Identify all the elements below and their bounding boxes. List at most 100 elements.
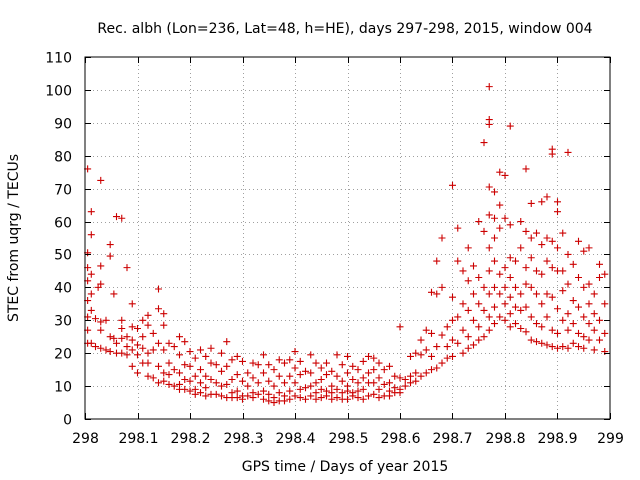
data-point — [139, 344, 147, 352]
data-point — [438, 283, 446, 291]
y-tick-label: 100 — [45, 84, 72, 100]
data-point — [286, 395, 294, 403]
data-point — [323, 392, 330, 400]
data-point — [590, 326, 598, 334]
data-point — [160, 310, 168, 318]
data-point — [218, 367, 225, 375]
data-point — [475, 300, 483, 308]
data-point — [155, 362, 162, 370]
data-point — [596, 273, 603, 281]
data-point — [601, 270, 609, 278]
data-point — [564, 250, 572, 258]
data-point — [496, 168, 504, 176]
data-point — [522, 303, 530, 311]
y-tick-label: 60 — [54, 216, 72, 232]
data-point — [517, 290, 525, 298]
data-point — [202, 384, 210, 392]
data-point — [522, 328, 530, 336]
data-point — [543, 257, 551, 265]
data-point — [118, 325, 126, 332]
data-point — [391, 372, 399, 380]
data-point — [160, 321, 168, 329]
data-point — [323, 371, 330, 379]
data-point — [165, 359, 173, 367]
data-point — [286, 372, 294, 380]
data-point — [533, 338, 540, 346]
data-point — [580, 333, 588, 341]
data-point — [291, 364, 299, 372]
data-point — [265, 361, 273, 369]
data-point — [149, 329, 157, 337]
data-point — [123, 343, 131, 351]
data-point — [291, 392, 299, 400]
data-point — [543, 290, 551, 298]
data-point — [480, 306, 488, 314]
x-tick-label: 298 — [72, 431, 99, 447]
y-tick-label: 20 — [54, 347, 72, 363]
data-point — [149, 346, 157, 354]
data-point — [564, 310, 572, 318]
y-tick-label: 0 — [63, 413, 72, 429]
data-point — [433, 343, 441, 351]
data-point — [559, 287, 567, 295]
data-point — [538, 241, 546, 249]
data-point — [443, 343, 451, 351]
data-point — [218, 392, 225, 400]
data-point — [417, 336, 425, 344]
data-point — [296, 371, 304, 379]
data-point — [270, 382, 278, 390]
data-point — [87, 231, 95, 239]
x-tick-label: 298.9 — [537, 431, 577, 447]
data-point — [517, 244, 525, 252]
data-point — [438, 359, 446, 367]
data-point — [249, 359, 257, 367]
data-point — [102, 346, 110, 354]
data-point — [407, 352, 414, 360]
data-point — [128, 362, 136, 370]
data-point — [559, 229, 567, 237]
data-point — [501, 171, 509, 179]
data-point — [485, 120, 493, 128]
x-tick-label: 298.5 — [328, 431, 368, 447]
chart-title: Rec. albh (Lon=236, Lat=48, h=HE), days … — [97, 21, 592, 37]
data-point — [475, 218, 483, 226]
data-point — [165, 380, 173, 388]
data-point — [249, 374, 257, 382]
data-point — [87, 339, 95, 347]
data-point — [527, 234, 535, 242]
data-point — [428, 366, 435, 374]
data-point — [459, 267, 467, 275]
data-point — [328, 389, 336, 397]
data-point — [554, 344, 561, 352]
x-tick-label: 298.3 — [223, 431, 263, 447]
y-tick-label: 30 — [54, 314, 72, 330]
data-point — [375, 374, 383, 382]
data-point — [260, 387, 267, 395]
data-point — [459, 300, 467, 308]
data-point — [386, 392, 393, 400]
data-point — [475, 323, 483, 331]
data-point — [575, 343, 582, 351]
data-point — [170, 382, 178, 390]
x-tick-label: 298.4 — [275, 431, 315, 447]
data-point — [233, 371, 241, 379]
data-point — [338, 377, 346, 385]
x-tick-labels: 298 298.1 298.2 298.3 298.4 298.5 298.6 298.7 29… — [72, 431, 624, 447]
x-tick-label: 298.7 — [432, 431, 472, 447]
data-point — [585, 300, 593, 308]
data-point — [244, 369, 252, 377]
data-point — [233, 352, 241, 360]
data-point — [296, 385, 304, 393]
data-point — [596, 316, 603, 324]
data-point — [475, 336, 483, 344]
data-point — [338, 389, 346, 397]
data-point — [438, 331, 446, 339]
data-point — [564, 344, 572, 352]
data-point — [538, 339, 546, 347]
data-point — [244, 382, 252, 390]
data-point — [333, 394, 341, 402]
data-point — [380, 366, 388, 374]
data-point — [449, 293, 456, 301]
data-point — [354, 379, 362, 387]
data-point — [585, 244, 593, 252]
